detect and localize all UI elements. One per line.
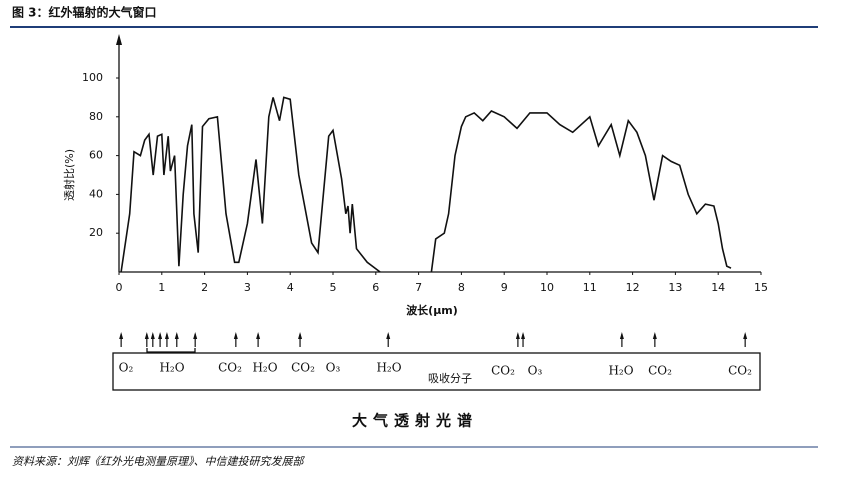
- arrow-head: [158, 332, 163, 339]
- molecule-label: CO₂: [218, 361, 242, 375]
- x-tick-label: 3: [244, 281, 251, 294]
- x-tick-label: 9: [501, 281, 508, 294]
- molecule-label: H₂O: [252, 361, 277, 375]
- y-tick-label: 80: [89, 110, 103, 123]
- h2o-bracket: [146, 348, 196, 353]
- y-axis-label: 透射比(%): [62, 149, 76, 201]
- molecule-label: 吸收分子: [428, 371, 472, 385]
- x-tick-label: 6: [372, 281, 379, 294]
- arrow-head: [298, 332, 303, 339]
- absorption-box: [112, 352, 761, 391]
- caption: 大气透射光谱: [352, 412, 478, 430]
- arrow-head: [164, 332, 169, 339]
- arrow-head: [386, 332, 391, 339]
- source: 资料来源：刘辉《红外光电测量原理》、中信建投研究发展部: [12, 455, 305, 468]
- x-tick-label: 5: [330, 281, 337, 294]
- x-tick-label: 2: [201, 281, 208, 294]
- transmission-line: [120, 96, 732, 273]
- arrow-head: [521, 332, 526, 339]
- molecule-label: H₂O: [159, 361, 184, 375]
- x-tick-label: 14: [711, 281, 725, 294]
- y-tick-label: 40: [89, 187, 103, 200]
- x-axis-label: 波长(μm): [406, 303, 458, 317]
- arrow-head: [150, 332, 155, 339]
- arrow-head: [193, 332, 198, 339]
- arrow-head: [619, 332, 624, 339]
- x-tick-label: 12: [626, 281, 640, 294]
- y-axis-arrow: [116, 34, 122, 45]
- y-tick-label: 60: [89, 149, 103, 162]
- arrow-head: [174, 332, 179, 339]
- x-tick-label: 13: [668, 281, 682, 294]
- figure-title: 图 3：红外辐射的大气窗口: [12, 5, 157, 20]
- molecule-label: CO₂: [291, 361, 315, 375]
- x-tick-label: 8: [458, 281, 465, 294]
- arrow-head: [515, 332, 520, 339]
- y-tick-label: 100: [82, 71, 103, 84]
- molecule-label: CO₂: [728, 364, 752, 378]
- molecule-label: O₃: [528, 364, 543, 378]
- arrow-head: [144, 332, 149, 339]
- x-tick-label: 15: [754, 281, 768, 294]
- molecule-label: CO₂: [491, 364, 515, 378]
- x-tick-label: 7: [415, 281, 422, 294]
- molecule-label: CO₂: [648, 364, 672, 378]
- x-tick-label: 11: [583, 281, 597, 294]
- arrow-head: [652, 332, 657, 339]
- x-tick-label: 4: [287, 281, 294, 294]
- x-tick-label: 1: [158, 281, 165, 294]
- arrow-head: [119, 332, 124, 339]
- arrow-head: [743, 332, 748, 339]
- arrow-head: [256, 332, 261, 339]
- y-tick-label: 20: [89, 226, 103, 239]
- x-tick-label: 10: [540, 281, 554, 294]
- molecule-label: H₂O: [376, 361, 401, 375]
- x-tick-label: 0: [116, 281, 123, 294]
- molecule-label: O₂: [119, 361, 134, 375]
- arrow-head: [233, 332, 238, 339]
- molecule-label: O₃: [326, 361, 341, 375]
- molecule-label: H₂O: [608, 364, 633, 378]
